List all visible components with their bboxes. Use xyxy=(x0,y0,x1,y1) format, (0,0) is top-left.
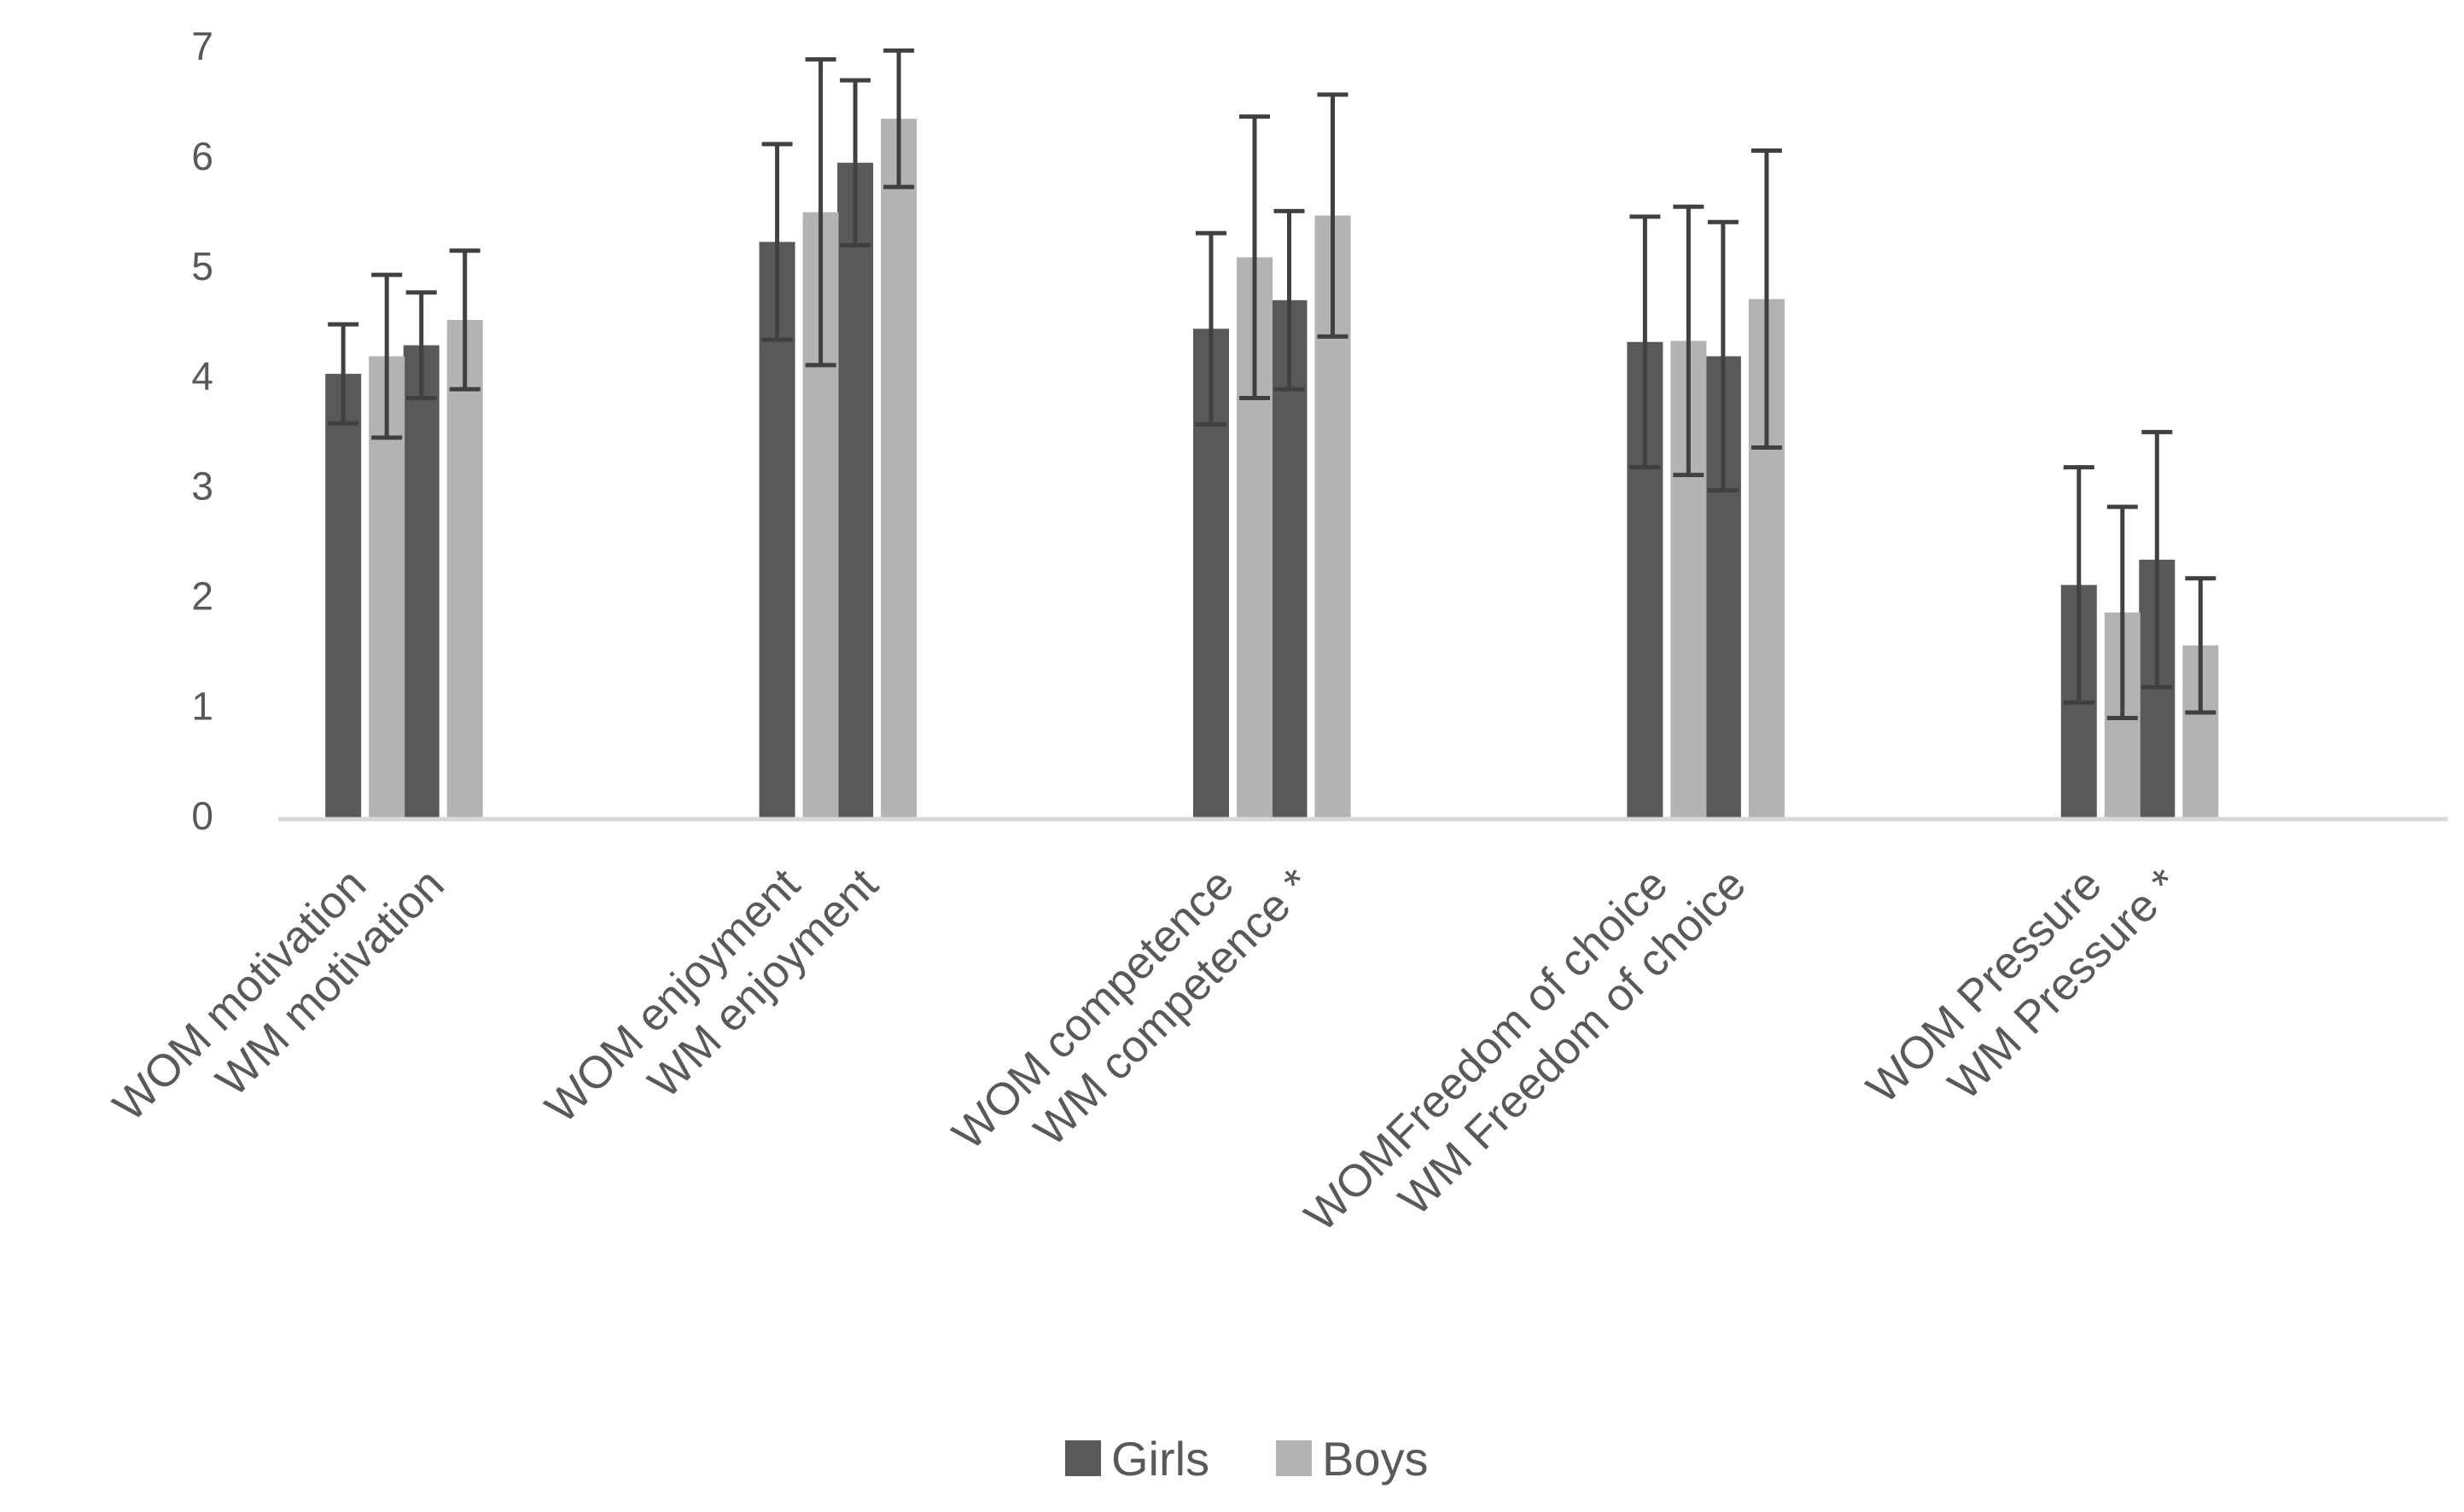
error-bar xyxy=(1273,208,1305,392)
legend-swatch xyxy=(1065,1440,1101,1476)
bars xyxy=(325,119,2219,820)
y-tick-label: 5 xyxy=(191,244,213,288)
error-bar xyxy=(2141,429,2173,689)
error-bar xyxy=(328,322,359,426)
y-axis-tick-labels: 0 1 2 3 4 5 6 7 xyxy=(191,24,213,838)
y-tick-label: 1 xyxy=(191,683,213,728)
error-bar xyxy=(1317,92,1349,339)
error-bars xyxy=(328,48,2216,720)
error-bar xyxy=(1238,114,1270,400)
y-tick-label: 3 xyxy=(191,464,213,509)
error-bar xyxy=(449,248,481,392)
y-tick-label: 6 xyxy=(191,134,213,178)
category-label: WM Freedom of choice xyxy=(1389,859,1756,1225)
error-bar xyxy=(1707,219,1739,493)
error-bar xyxy=(2063,465,2094,705)
error-bar xyxy=(1673,204,1704,478)
bar-boys xyxy=(881,119,917,819)
y-tick-label: 7 xyxy=(191,24,213,68)
y-tick-label: 2 xyxy=(191,573,213,618)
error-bar xyxy=(371,272,403,440)
legend-swatch xyxy=(1276,1440,1312,1476)
error-bar xyxy=(840,78,871,247)
error-bar xyxy=(1629,214,1661,470)
legend-item-girls: Girls xyxy=(1065,1432,1209,1486)
error-bar xyxy=(1750,148,1782,450)
legend-item-boys: Boys xyxy=(1276,1432,1429,1486)
legend-label: Boys xyxy=(1322,1432,1429,1486)
error-bar xyxy=(1195,230,1226,427)
y-tick-label: 0 xyxy=(191,794,213,838)
error-bar xyxy=(405,290,437,400)
error-bar xyxy=(883,48,915,189)
category-label: WOMFreedom of choice xyxy=(1296,859,1678,1242)
bar-girls xyxy=(837,162,874,820)
error-bar xyxy=(2185,576,2216,715)
bar-girls xyxy=(325,374,362,820)
error-bar xyxy=(761,142,793,342)
bar-girls xyxy=(403,345,440,819)
error-bar xyxy=(805,57,836,368)
legend-label: Girls xyxy=(1111,1432,1209,1486)
bar-boys xyxy=(446,319,483,819)
y-tick-label: 4 xyxy=(191,354,213,398)
legend: Girls Boys xyxy=(1065,1432,1429,1486)
error-bar xyxy=(2106,504,2138,720)
